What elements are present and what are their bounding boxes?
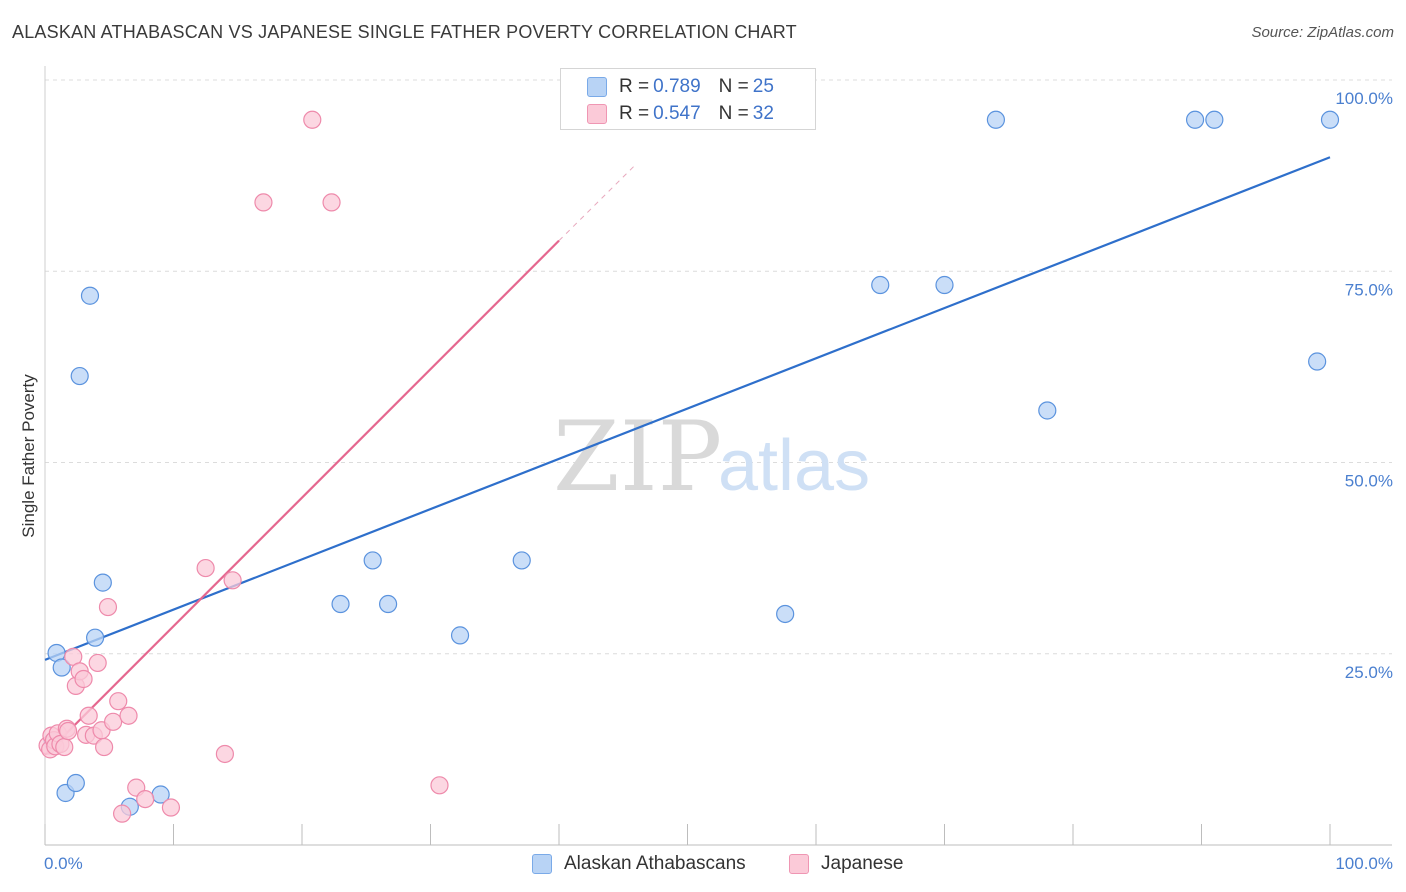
point-alaskan-athabascans (66, 773, 85, 793)
point-alaskan-athabascans (871, 275, 890, 295)
point-alaskan-athabascans (331, 594, 350, 614)
legend-row-athabascan: R = 0.789 N = 25 (587, 75, 774, 99)
point-japanese (74, 669, 93, 689)
legend-r-value: 0.789 (653, 76, 701, 97)
tick-labels: 25.0% 50.0% 75.0% 100.0% 0.0% 100.0% (44, 89, 1393, 873)
bottom-legend-japanese: Japanese (789, 852, 903, 876)
legend-r-label: R = (619, 76, 650, 97)
point-japanese (161, 798, 181, 817)
watermark-zip: ZIP (553, 401, 722, 513)
point-alaskan-athabascans (1038, 401, 1057, 420)
grid-lines (45, 79, 1392, 655)
point-japanese (88, 653, 107, 673)
point-alaskan-athabascans (1320, 110, 1340, 129)
point-japanese (119, 706, 138, 725)
point-japanese (98, 597, 118, 617)
point-japanese (136, 789, 155, 809)
x-tick-label: 0.0% (44, 854, 83, 873)
watermark-atlas: atlas (718, 426, 870, 506)
legend-n-value: 32 (752, 103, 774, 124)
point-japanese (254, 193, 273, 212)
point-alaskan-athabascans (935, 275, 954, 295)
point-alaskan-athabascans (80, 286, 100, 305)
y-tick-label: 75.0% (1345, 280, 1393, 299)
point-japanese (322, 193, 341, 212)
point-alaskan-athabascans (52, 658, 71, 677)
point-alaskan-athabascans (776, 604, 795, 624)
point-japanese (79, 706, 98, 725)
point-japanese (55, 737, 74, 757)
point-alaskan-athabascans (1205, 110, 1224, 129)
chart-title: ALASKAN ATHABASCAN VS JAPANESE SINGLE FA… (12, 22, 797, 42)
legend-n-value: 25 (752, 76, 774, 97)
chart-source: Source: ZipAtlas.com (1251, 24, 1394, 41)
point-japanese (109, 692, 128, 711)
point-alaskan-athabascans (986, 110, 1006, 129)
trend-lines (44, 156, 1331, 756)
point-alaskan-athabascans (363, 551, 382, 570)
point-japanese (430, 776, 449, 795)
axes (44, 66, 1392, 846)
legend-n-label: N = (718, 76, 749, 97)
y-tick-label: 25.0% (1345, 663, 1393, 682)
point-japanese (95, 737, 114, 757)
point-alaskan-athabascans (378, 594, 398, 614)
x-tick-label: 100.0% (1335, 854, 1393, 873)
data-points (38, 110, 1340, 823)
bottom-legend-athabascan: Alaskan Athabascans (532, 852, 746, 876)
point-alaskan-athabascans (1185, 110, 1205, 129)
point-japanese (59, 721, 78, 741)
trend-line-extension (558, 163, 637, 242)
bottom-legend-swatch-japanese (789, 854, 809, 874)
point-alaskan-athabascans (512, 551, 531, 570)
point-alaskan-athabascans (450, 626, 470, 645)
point-japanese (196, 558, 215, 578)
point-alaskan-athabascans (93, 573, 112, 592)
point-japanese (303, 110, 322, 129)
legend-swatch-athabascan (587, 77, 607, 97)
point-japanese (112, 804, 132, 823)
y-axis-label: Single Father Poverty (19, 374, 38, 538)
legend-n-label: N = (718, 103, 749, 124)
legend-r-value: 0.547 (653, 103, 701, 124)
bottom-legend-swatch-athabascan (532, 854, 552, 874)
point-alaskan-athabascans (70, 366, 89, 386)
point-japanese (223, 571, 242, 590)
correlation-legend: R = 0.789 N = 25 R = 0.547 N = 32 (560, 68, 816, 130)
y-tick-label: 50.0% (1345, 472, 1393, 491)
bottom-legend-label-japanese: Japanese (821, 853, 904, 874)
point-japanese (215, 744, 234, 764)
bottom-legend-label-athabascan: Alaskan Athabascans (564, 853, 746, 874)
point-alaskan-athabascans (86, 628, 105, 647)
y-tick-label: 100.0% (1335, 89, 1393, 108)
legend-row-japanese: R = 0.547 N = 32 (587, 102, 774, 126)
trend-line-alaskan-athabascans (44, 156, 1331, 661)
trend-line-japanese (44, 239, 560, 756)
point-japanese (104, 712, 123, 731)
legend-r-label: R = (619, 103, 650, 124)
legend-swatch-japanese (587, 104, 607, 124)
point-alaskan-athabascans (1308, 352, 1327, 371)
